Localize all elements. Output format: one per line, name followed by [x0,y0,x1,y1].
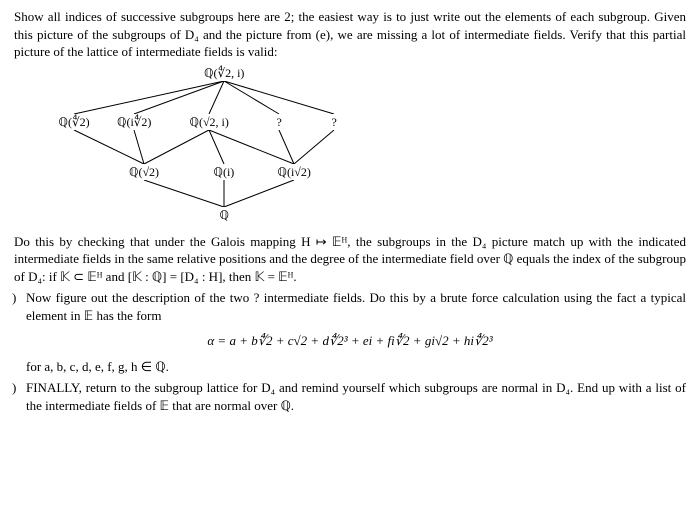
explanation-paragraph: Do this by checking that under the Galoi… [14,233,686,286]
lattice-edges [54,67,394,227]
lattice-node: ℚ(i∜2) [115,114,153,130]
item-now-figure-text: Now figure out the description of the tw… [26,290,686,323]
lattice-node: ? [330,114,339,130]
page: Show all indices of successive subgroups… [0,0,700,427]
for-line: for a, b, c, d, e, f, g, h ∈ ℚ. [14,358,686,376]
lattice-node: ℚ(√2, i) [188,114,231,130]
intro-paragraph: Show all indices of successive subgroups… [14,8,686,61]
lattice-node: ℚ [218,207,231,223]
lattice-node: ℚ(∜2) [57,114,92,130]
paren-icon: ) [12,289,16,307]
item-finally: ) FINALLY, return to the subgroup lattic… [14,379,686,414]
lattice-node: ℚ(∜2, i) [202,65,246,81]
lattice-diagram: ℚ(∜2, i) ℚ(∜2) ℚ(i∜2) ℚ(√2, i)?? ℚ(√2) ℚ(i) ℚ(… [54,67,394,227]
lattice-node: ℚ(i√2) [276,164,313,180]
lattice-node: ℚ(√2) [127,164,161,180]
paren-icon: ) [12,379,16,397]
item-now-figure: ) Now figure out the description of the … [14,289,686,324]
lattice-node: ? [275,114,284,130]
item-finally-text: FINALLY, return to the subgroup lattice … [26,380,686,413]
formula: α = a + b∜2 + c√2 + d∜2³ + ei + fi∜2 + g… [14,332,686,350]
lattice-node: ℚ(i) [212,164,237,180]
